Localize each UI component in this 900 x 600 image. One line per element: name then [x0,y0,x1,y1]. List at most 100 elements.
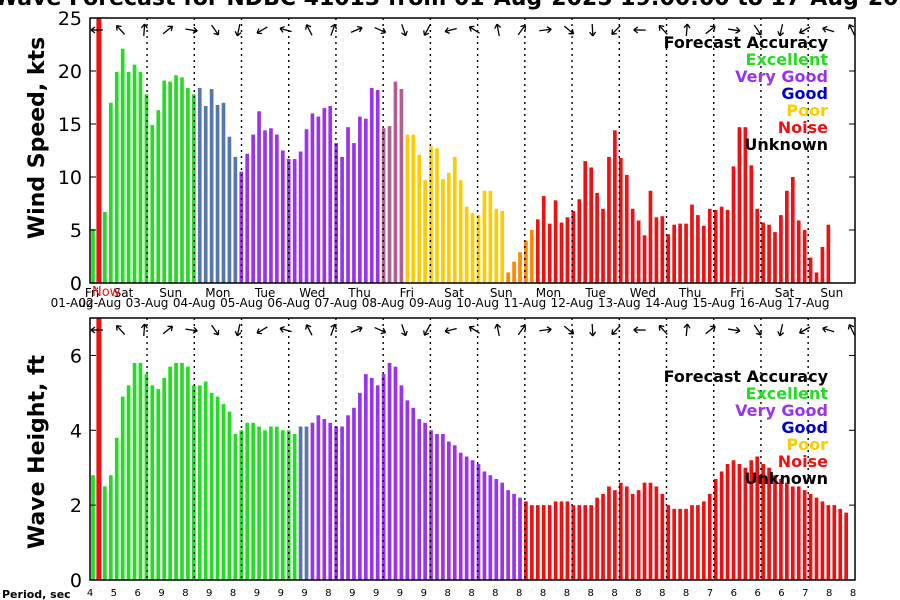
period-value: 8 [635,588,641,599]
wind-bar [476,215,481,283]
wave-bar [577,505,582,580]
wind-bar [387,126,392,284]
wave-bar [174,362,178,580]
wave-bar [571,505,576,580]
wind-bar [310,113,315,284]
direction-arrow-icon [799,26,811,35]
wind-bar [743,127,748,284]
wave-bar [512,493,516,580]
wind-bar [785,190,789,283]
wave-bar [441,434,445,580]
wind-bar [814,272,819,283]
wave-bar [678,508,682,580]
day-label: Sat [775,286,795,300]
direction-arrow-icon [140,23,148,37]
wave-bar [114,437,119,580]
wave-bar [553,501,558,580]
day-label: Thu [678,286,702,300]
wave-bar [197,385,202,580]
wave-bar [334,426,339,580]
wind-bar [180,77,184,283]
direction-arrow-icon [444,327,457,335]
direction-arrow-icon [468,325,480,334]
period-value: 8 [850,588,856,599]
wave-bar [322,419,327,580]
wave-bar [767,467,771,580]
period-value: 8 [492,588,498,599]
wind-bar [547,223,552,283]
wind-bar [162,80,167,283]
now-line [96,18,102,283]
wave-bar [601,493,605,580]
wind-bar [393,81,398,283]
wave-bar [316,415,321,580]
wave-bar [275,426,279,580]
wind-bar [138,72,143,283]
period-value: 8 [325,588,331,599]
wave-bar [660,493,665,580]
wave-bar [494,478,499,580]
wind-bar [209,89,214,284]
wave-bar [405,400,410,580]
wave-bar [215,396,220,580]
day-label: Mon [536,286,561,300]
legend-item: Unknown [744,469,828,488]
wave-bar [779,478,783,580]
wave-bar [814,497,819,580]
direction-arrow-icon [401,24,408,37]
wind-bar [352,143,356,283]
wind-bar [607,156,611,283]
wind-bar [648,190,653,283]
period-value: 8 [611,588,617,599]
direction-arrow-icon [705,25,716,35]
wind-bar [304,129,309,283]
y-tick-label: 15 [58,114,82,136]
wave-bar [280,430,285,580]
wave-bar [488,475,493,580]
wind-bar [767,224,771,283]
wind-bar [239,171,244,283]
direction-arrow-icon [727,326,741,334]
wave-axes [89,317,856,581]
wave-bar [203,381,208,580]
wave-bar [773,475,777,580]
direction-arrow-icon [185,326,198,334]
direction-arrow-icon [211,324,220,336]
wave-bar [696,505,700,580]
wave-bar [393,366,398,580]
wind-bar [494,208,499,283]
wind-bar [725,209,730,283]
wave-bar [103,486,107,580]
period-value: 9 [397,588,403,599]
now-line [96,318,102,580]
wave-bar [458,452,463,580]
wind-bar [618,157,623,283]
chart-title: & Wave Forecast for NDBC 41013 from 01-A… [0,0,900,11]
wind-speed-axis-label: Wind Speed, kts [25,37,50,239]
direction-arrow-icon [374,326,387,335]
period-value: 9 [206,588,212,599]
day-label: Thu [347,286,371,300]
direction-arrow-icon [374,26,387,35]
direction-arrow-icon [305,324,313,336]
date-label: 02-Aug [78,296,121,310]
wind-bar [802,230,807,283]
wave-bar [150,385,155,580]
wave-bar [192,385,196,580]
date-label: 01-Aug [51,296,94,310]
wave-bar [844,512,849,580]
direction-arrow-icon [777,324,785,337]
wind-bar [654,217,659,283]
wind-bar [779,215,783,283]
wind-bar [553,200,558,283]
wind-bar [423,180,427,283]
wave-bar [346,415,350,580]
wind-bar [595,192,599,283]
day-label: Fri [730,286,744,300]
direction-arrow-icon [611,325,621,335]
wind-bar [719,206,724,283]
wave-bar [452,445,457,580]
wave-bar [624,486,629,580]
day-label: Fri [400,286,414,300]
wave-bar [630,493,635,580]
